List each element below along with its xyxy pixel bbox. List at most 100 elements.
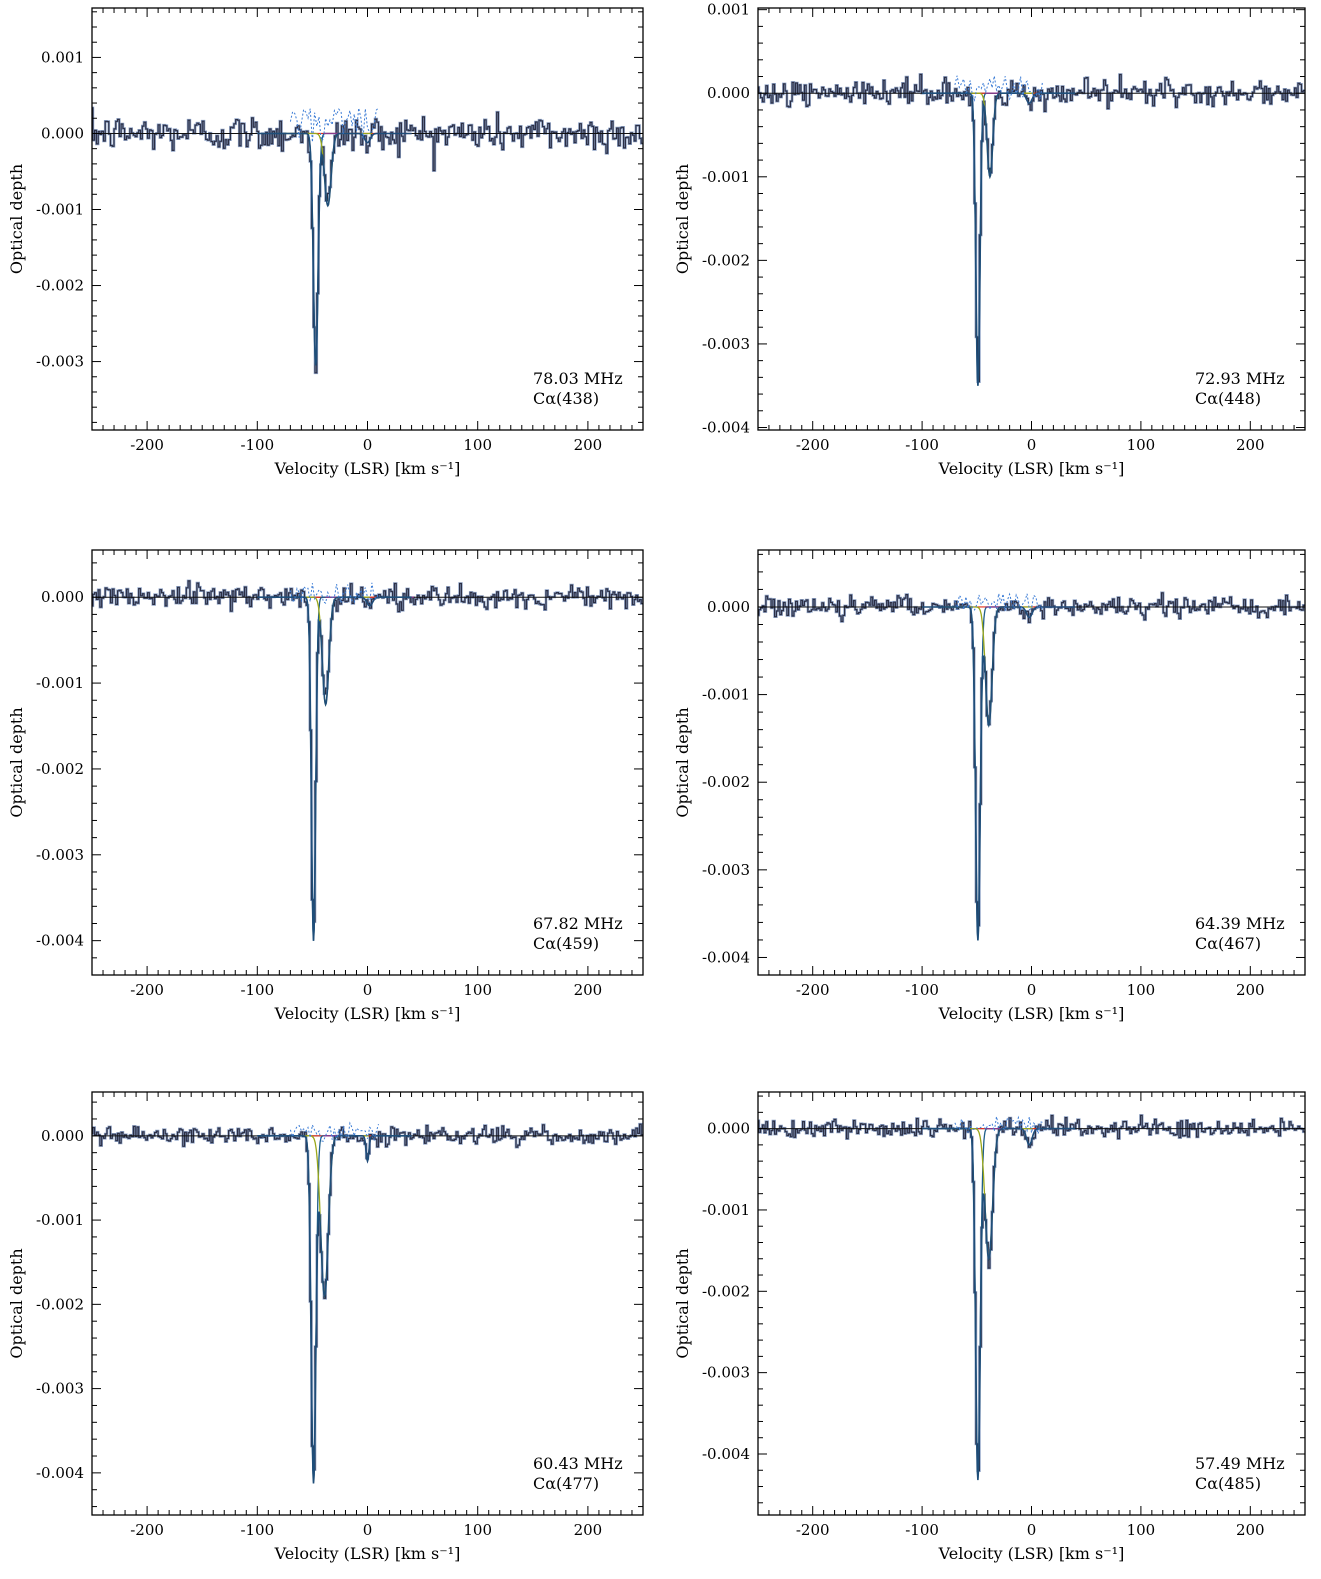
residual-dotted (954, 75, 1043, 102)
frequency-label: 72.93 MHz (1195, 369, 1285, 388)
plot-area (92, 579, 643, 941)
frequency-label: 57.49 MHz (1195, 1454, 1285, 1473)
y-tick-label: -0.002 (36, 1295, 84, 1313)
spectrum-data (92, 1123, 643, 1471)
x-tick-label: -100 (905, 436, 939, 454)
panel-6: -200 -100 0 100 200 0.000 -0.001 -0.002 -0.003 -0… (673, 1091, 1306, 1563)
x-tick-label: 200 (574, 1521, 603, 1539)
residual-dotted (289, 1121, 379, 1142)
residual-dotted (954, 592, 1043, 613)
y-tick-label: -0.003 (36, 846, 84, 864)
frequency-label: 67.82 MHz (533, 914, 623, 933)
x-tick-label: 100 (463, 436, 492, 454)
transition-label: Cα(477) (533, 1474, 599, 1493)
spectrum-shadow (92, 1122, 643, 1471)
x-tick-label: -200 (130, 1521, 164, 1539)
x-tick-label: -100 (240, 436, 274, 454)
axes-frame (757, 7, 1306, 431)
spectrum-shadow (92, 579, 643, 924)
y-tick-label: -0.002 (702, 251, 750, 269)
y-tick-label: -0.002 (702, 773, 750, 791)
axes-frame (91, 549, 644, 976)
x-tick-label: -200 (796, 436, 830, 454)
y-tick-label: -0.002 (702, 1282, 750, 1300)
spectrum-data (758, 592, 1305, 927)
y-tick-label: -0.003 (702, 335, 750, 353)
x-tick-label: 200 (574, 436, 603, 454)
x-tick-label: -100 (240, 981, 274, 999)
y-tick-label: -0.004 (36, 932, 84, 950)
x-axis-label: Velocity (LSR) [km s⁻¹] (938, 1004, 1125, 1023)
x-tick-label: 0 (363, 1521, 373, 1539)
spectrum-data (758, 1114, 1305, 1472)
transition-label: Cα(485) (1195, 1474, 1261, 1493)
plot-area (92, 1121, 643, 1484)
y-tick-label: -0.001 (702, 168, 750, 186)
x-tick-label: 200 (1236, 981, 1265, 999)
y-tick-label: 0.000 (41, 124, 84, 142)
total-model (922, 606, 1076, 941)
component-second (945, 1127, 1033, 1261)
spectrum-data (92, 580, 643, 923)
x-tick-label: -200 (130, 981, 164, 999)
x-axis-label: Velocity (LSR) [km s⁻¹] (274, 459, 461, 478)
y-tick-label: -0.004 (702, 948, 750, 966)
y-tick-label: 0.001 (707, 1, 750, 19)
residual-dotted (289, 582, 379, 605)
x-axis-label: Velocity (LSR) [km s⁻¹] (938, 459, 1125, 478)
plot-area (758, 73, 1305, 386)
y-axis-label: Optical depth (673, 164, 692, 274)
plot-area (758, 591, 1305, 941)
component-main (269, 1135, 358, 1482)
panel-5: -200 -100 0 100 200 0.000 -0.001 -0.002 -0.003 -0… (7, 1091, 644, 1563)
y-tick-label: 0.001 (41, 48, 84, 66)
y-tick-label: -0.001 (702, 1201, 750, 1219)
component-main (934, 606, 1022, 940)
residual-dotted (954, 1115, 1043, 1134)
y-tick-label: -0.001 (36, 1211, 84, 1229)
panel-4: -200 -100 0 100 200 0.000 -0.001 -0.002 -0.003 -0… (673, 549, 1306, 1023)
spectrum-data (92, 107, 643, 374)
transition-label: Cα(467) (1195, 934, 1261, 953)
y-axis-label: Optical depth (7, 707, 26, 817)
y-axis-label: Optical depth (673, 707, 692, 817)
spectrum-data (758, 73, 1305, 383)
panel-2: -200 -100 0 100 200 0.001 0.000 -0.001 -0.002 -0.… (673, 1, 1306, 478)
spectrum-shadow (758, 1114, 1305, 1472)
axes-frame (91, 7, 644, 431)
y-tick-label: -0.002 (36, 760, 84, 778)
transition-label: Cα(459) (533, 934, 599, 953)
x-axis-label: Velocity (LSR) [km s⁻¹] (938, 1544, 1125, 1563)
x-tick-label: 100 (463, 1521, 492, 1539)
component-second (280, 1135, 369, 1299)
x-tick-label: 0 (1027, 436, 1037, 454)
x-axis-label: Velocity (LSR) [km s⁻¹] (274, 1004, 461, 1023)
frequency-label: 60.43 MHz (533, 1454, 623, 1473)
y-tick-label: -0.004 (36, 1464, 84, 1482)
y-tick-label: -0.004 (702, 418, 750, 436)
plot-area (92, 106, 643, 375)
y-axis-label: Optical depth (7, 164, 26, 274)
y-tick-label: -0.001 (36, 200, 84, 218)
x-tick-label: 0 (1027, 981, 1037, 999)
component-main (269, 596, 358, 941)
x-tick-label: -100 (905, 1521, 939, 1539)
component-main (934, 1127, 1022, 1479)
transition-label: Cα(438) (533, 389, 599, 408)
x-tick-label: 0 (363, 981, 373, 999)
panel-1: -200 -100 0 100 200 0.001 0.000 -0.001 -0.002 -0.… (7, 7, 644, 478)
panel-3: -200 -100 0 100 200 0.000 -0.001 -0.002 -0.003 -0… (7, 549, 644, 1023)
frequency-label: 78.03 MHz (533, 369, 623, 388)
y-tick-label: -0.004 (702, 1445, 750, 1463)
x-tick-label: -100 (905, 981, 939, 999)
y-tick-label: 0.000 (41, 588, 84, 606)
x-tick-label: 200 (1236, 436, 1265, 454)
x-tick-label: 100 (463, 981, 492, 999)
y-tick-label: -0.001 (36, 674, 84, 692)
y-tick-label: 0.000 (707, 84, 750, 102)
y-tick-label: 0.000 (707, 598, 750, 616)
y-tick-label: 0.000 (41, 1127, 84, 1145)
total-model (257, 132, 412, 366)
y-tick-label: -0.003 (36, 1380, 84, 1398)
